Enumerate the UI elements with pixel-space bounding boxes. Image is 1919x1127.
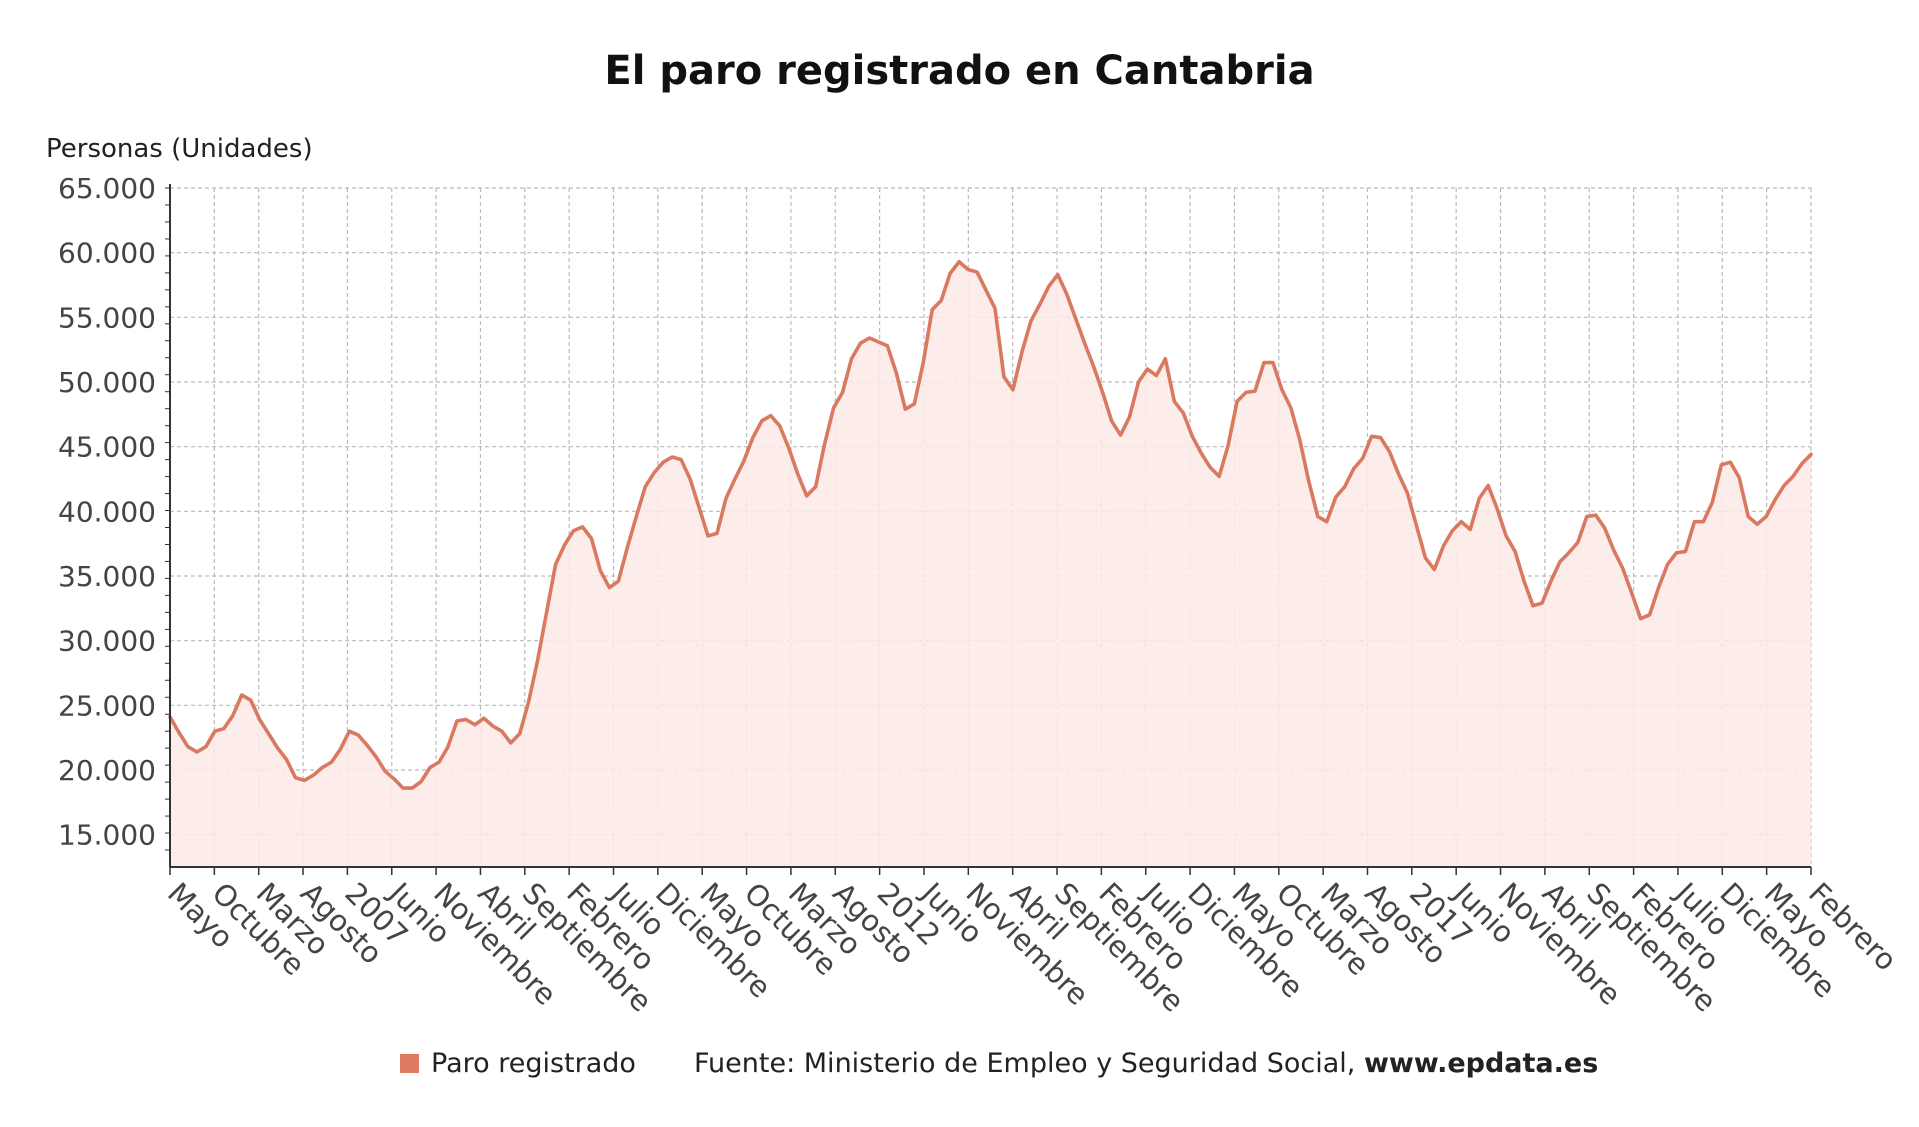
legend-swatch <box>400 1054 419 1073</box>
legend: Paro registrado <box>400 1048 636 1079</box>
y-tick-label: 50.000 <box>58 366 156 399</box>
y-tick-label: 45.000 <box>58 431 156 464</box>
series-line <box>168 259 1813 790</box>
y-tick-label: 60.000 <box>58 237 156 270</box>
source-site: www.epdata.es <box>1363 1048 1599 1079</box>
y-tick-label: 65.000 <box>58 172 156 205</box>
y-tick-label: 55.000 <box>58 301 156 334</box>
y-tick-label: 30.000 <box>58 625 156 658</box>
y-tick-label: 40.000 <box>58 495 156 528</box>
y-tick-label: 35.000 <box>58 560 156 593</box>
source-prefix: Fuente: Ministerio de Empleo y Seguridad… <box>694 1048 1364 1079</box>
legend-label: Paro registrado <box>431 1048 636 1079</box>
y-tick-label: 25.000 <box>58 689 156 722</box>
y-tick-label: 20.000 <box>58 754 156 787</box>
y-axis-label: Personas (Unidades) <box>46 134 313 164</box>
source-note: Fuente: Ministerio de Empleo y Seguridad… <box>694 1048 1598 1079</box>
series-area <box>170 261 1811 868</box>
chart-title: El paro registrado en Cantabria <box>604 48 1315 94</box>
y-tick-label: 15.000 <box>58 819 156 852</box>
